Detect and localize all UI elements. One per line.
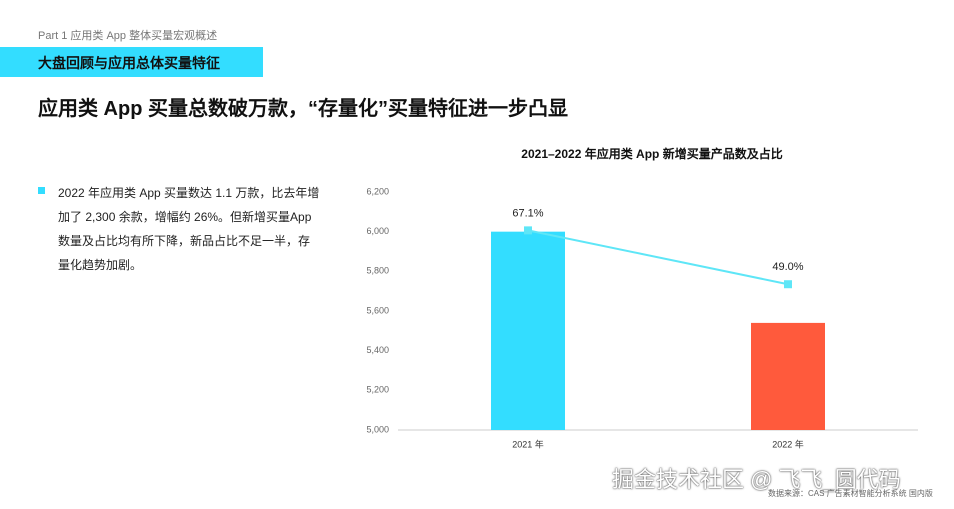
part-label: Part 1 应用类 App 整体买量宏观概述 bbox=[38, 30, 218, 42]
section-title: 大盘回顾与应用总体买量特征 bbox=[38, 55, 220, 71]
x-tick-label: 2021 年 bbox=[512, 438, 544, 449]
chart-title: 2021–2022 年应用类 App 新增买量产品数及占比 bbox=[521, 146, 782, 161]
slide-title: 应用类 App 买量总数破万款，“存量化”买量特征进一步凸显 bbox=[38, 98, 568, 120]
y-tick-label: 5,000 bbox=[366, 424, 389, 434]
source-note: 数据来源：CAS 广告素材智能分析系统 国内版 bbox=[768, 489, 933, 498]
bullet-text: 2022 年应用类 App 买量数达 1.1 万款，比去年增加了 2,300 余… bbox=[58, 186, 320, 272]
line bbox=[527, 229, 789, 286]
data-label: 67.1% bbox=[512, 207, 543, 219]
y-tick-label: 5,800 bbox=[366, 266, 389, 276]
y-tick-label: 6,000 bbox=[366, 226, 389, 236]
bar bbox=[751, 322, 825, 430]
watermark: 掘金技术社区 @ 飞飞_圆代码 bbox=[612, 467, 901, 492]
data-label: 49.0% bbox=[772, 261, 803, 273]
y-tick-label: 6,200 bbox=[366, 186, 389, 196]
bar bbox=[491, 231, 565, 430]
y-tick-label: 5,200 bbox=[366, 385, 389, 395]
line-marker bbox=[784, 280, 792, 289]
section-band bbox=[0, 47, 263, 77]
bullet-marker bbox=[38, 187, 45, 194]
y-tick-label: 5,600 bbox=[366, 305, 389, 315]
x-tick-label: 2022 年 bbox=[772, 438, 804, 449]
y-tick-label: 5,400 bbox=[366, 345, 389, 355]
line-marker bbox=[524, 226, 532, 235]
